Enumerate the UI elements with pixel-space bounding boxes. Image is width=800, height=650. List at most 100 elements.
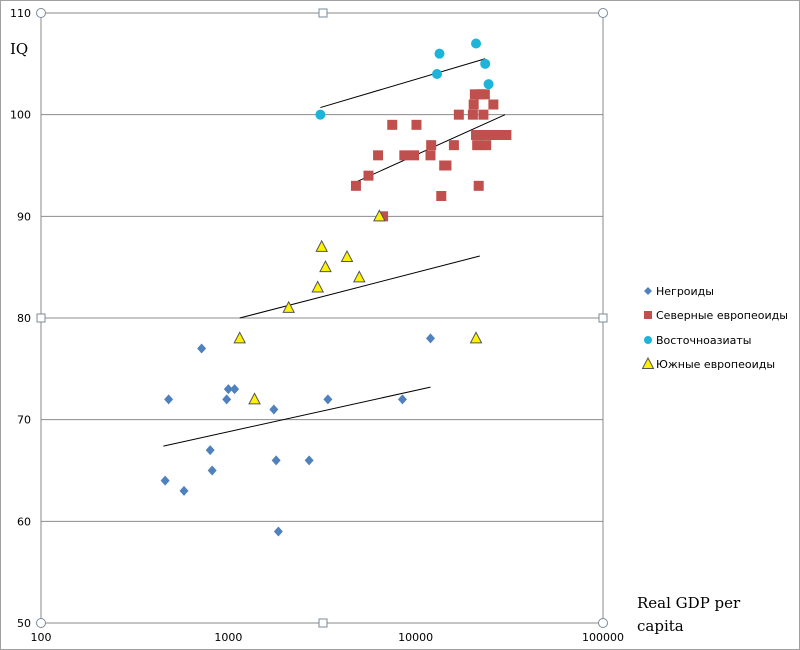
data-point-series-1	[350, 180, 361, 191]
y-tick-label: 110	[10, 7, 31, 20]
x-tick-label: 1000	[214, 631, 242, 644]
data-point-series-0	[397, 394, 407, 405]
data-point-series-3	[340, 249, 354, 262]
legend-marker-series-1	[644, 311, 652, 319]
data-point-series-1	[478, 109, 489, 120]
data-point-series-1	[426, 140, 437, 151]
data-point-series-0	[304, 455, 314, 466]
legend-label-series-2: Восточноазиаты	[656, 334, 751, 347]
data-point-series-0	[273, 526, 283, 537]
data-point-series-1	[363, 170, 374, 181]
corner-resize-handle[interactable]	[598, 8, 608, 18]
data-point-series-2	[480, 58, 491, 69]
data-point-series-1	[373, 150, 384, 161]
data-point-series-1	[409, 150, 420, 161]
data-point-series-0	[222, 394, 232, 405]
data-point-series-1	[387, 119, 398, 130]
data-point-series-1	[411, 119, 422, 130]
data-point-series-1	[488, 99, 499, 110]
data-point-series-3	[352, 270, 366, 283]
data-point-series-1	[436, 191, 447, 201]
data-point-series-3	[469, 331, 483, 344]
data-point-series-1	[495, 130, 506, 140]
data-point-series-1	[481, 140, 492, 151]
data-point-series-2	[315, 109, 326, 120]
data-point-series-0	[205, 445, 215, 456]
x-axis-ticks: 100 1000 10000 100000	[31, 631, 625, 644]
corner-resize-handle[interactable]	[36, 8, 46, 18]
data-point-series-2	[471, 38, 482, 49]
data-point-series-0	[197, 343, 207, 354]
legend-label-series-0: Негроиды	[656, 285, 714, 298]
data-point-series-0	[323, 394, 333, 405]
data-point-series-0	[269, 404, 279, 415]
trend-line-series-0	[163, 386, 431, 447]
data-point-series-0	[207, 465, 217, 476]
data-point-series-0	[160, 475, 170, 486]
legend-marker-series-0	[644, 287, 652, 295]
data-point-series-2	[483, 79, 494, 90]
data-point-series-1	[453, 109, 464, 120]
x-tick-label: 10000	[398, 631, 433, 644]
corner-resize-handle[interactable]	[36, 618, 46, 628]
data-point-series-1	[441, 160, 452, 171]
y-tick-label: 90	[17, 210, 31, 223]
data-point-series-1	[469, 89, 480, 100]
y-axis-ticks: 50 60 70 80 90 100 110	[10, 7, 31, 630]
data-point-series-0	[271, 455, 281, 466]
data-point-series-1	[467, 109, 478, 120]
data-point-series-1	[472, 140, 483, 151]
data-point-series-2	[434, 48, 445, 59]
data-point-series-3	[315, 239, 329, 252]
legend-marker-series-3	[641, 356, 655, 369]
data-point-series-0	[164, 394, 174, 405]
side-resize-handle[interactable]	[36, 313, 46, 323]
data-point-series-1	[471, 130, 482, 140]
legend[interactable]: Негроиды Северные европеоиды Восточноазиат…	[641, 285, 788, 371]
x-axis-title-line2: capita	[637, 617, 684, 635]
data-point-series-1	[468, 99, 479, 110]
legend-label-series-3: Южные европеоиды	[656, 358, 775, 371]
data-point-series-1	[473, 180, 484, 191]
data-point-series-3	[248, 392, 261, 405]
x-tick-label: 100000	[582, 631, 624, 644]
data-point-series-3	[282, 300, 296, 313]
y-tick-label: 100	[10, 109, 31, 122]
data-point-series-1	[489, 130, 500, 140]
data-point-series-3	[373, 209, 386, 222]
data-point-series-2	[432, 69, 443, 79]
data-point-series-3	[233, 331, 247, 344]
data-point-series-0	[179, 485, 189, 496]
data-point-series-1	[448, 140, 459, 151]
data-point-series-1	[482, 130, 493, 140]
x-tick-label: 100	[31, 631, 52, 644]
legend-label-series-1: Северные европеоиды	[656, 309, 788, 322]
data-points	[160, 38, 512, 537]
y-tick-label: 50	[17, 617, 31, 630]
corner-resize-handle[interactable]	[598, 618, 608, 628]
data-point-series-1	[399, 150, 410, 161]
data-point-series-0	[223, 384, 233, 395]
y-tick-label: 60	[17, 515, 31, 528]
data-point-series-3	[311, 280, 325, 293]
x-axis-title-line1: Real GDP per	[637, 594, 741, 612]
data-point-series-1	[501, 130, 512, 140]
data-point-series-1	[477, 130, 488, 140]
data-point-series-1	[425, 150, 436, 161]
data-point-series-3	[319, 260, 332, 273]
y-axis-title: IQ	[10, 40, 28, 58]
data-point-series-0	[425, 333, 435, 344]
data-point-series-0	[230, 384, 240, 395]
y-tick-label: 80	[17, 312, 31, 325]
selection-handles[interactable]	[36, 8, 608, 628]
side-resize-handle[interactable]	[318, 618, 328, 628]
side-resize-handle[interactable]	[598, 313, 608, 323]
trend-line-series-3	[239, 255, 480, 319]
data-point-series-1	[479, 89, 490, 100]
data-point-series-1	[378, 211, 389, 222]
y-tick-label: 70	[17, 414, 31, 427]
side-resize-handle[interactable]	[318, 8, 328, 18]
legend-marker-series-2	[644, 336, 652, 344]
